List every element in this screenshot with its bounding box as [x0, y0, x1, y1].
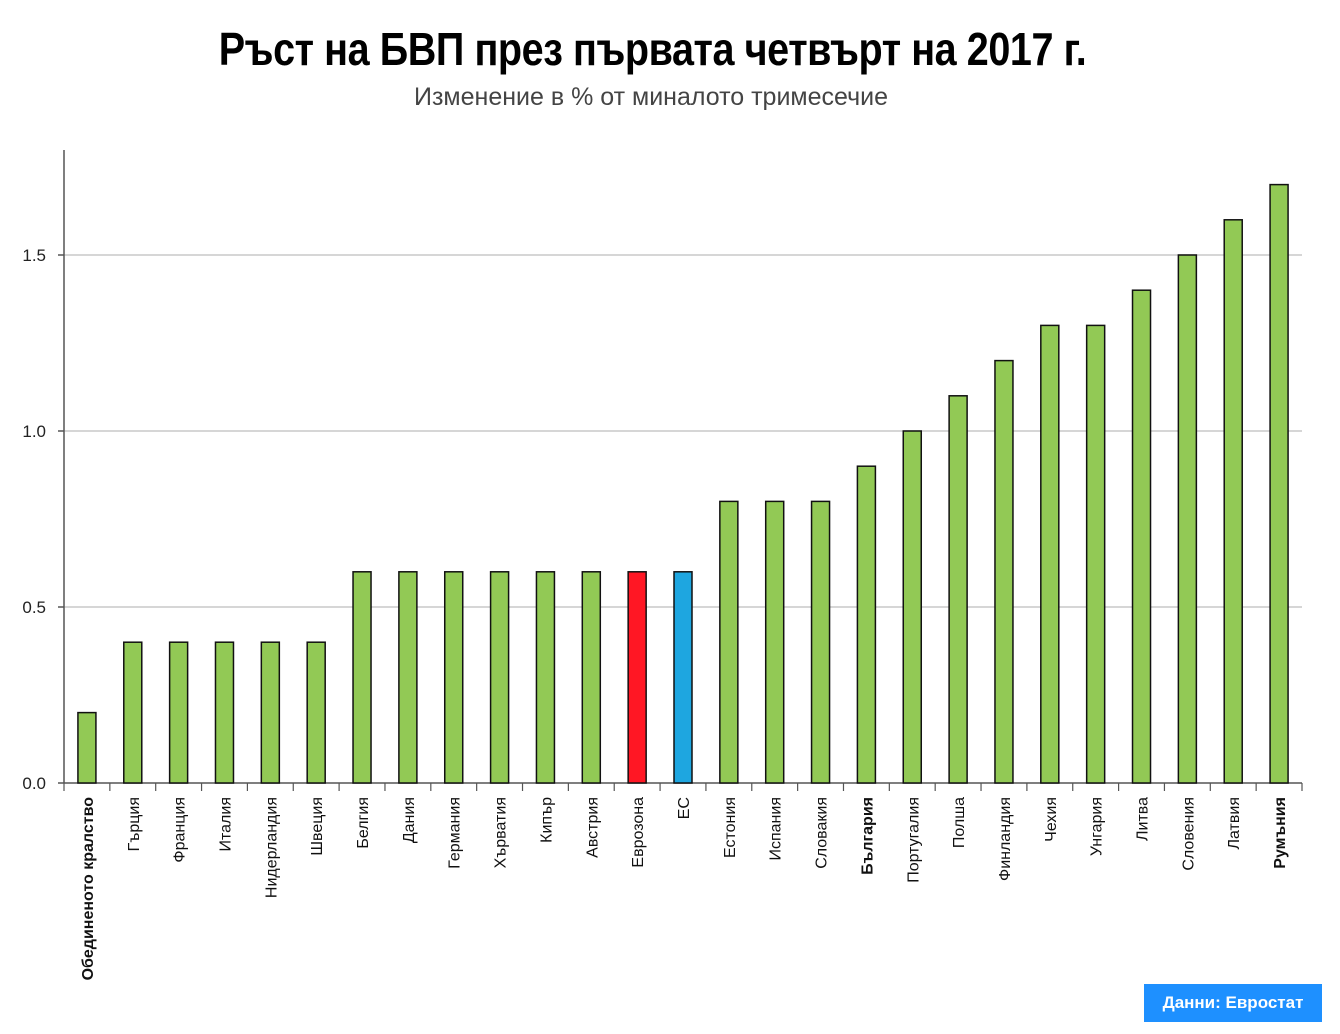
bar: [1040, 324, 1060, 784]
x-tick-label: Словакия: [814, 797, 831, 869]
bar: [123, 641, 143, 784]
x-tick-label: Литва: [1135, 797, 1152, 841]
bar: [581, 571, 602, 784]
y-tick-label: 1.5: [22, 246, 46, 265]
x-tick-label: Естония: [722, 797, 739, 858]
bar: [994, 359, 1014, 784]
y-tick-label: 0.0: [22, 774, 46, 793]
x-tick-label: Нидерландия: [263, 797, 280, 898]
x-tick-label: Обединеното кралство: [80, 797, 97, 981]
x-tick-label: Италия: [217, 797, 234, 851]
x-tick-label: Португалия: [905, 797, 922, 883]
bar: [627, 571, 647, 784]
bar: [214, 641, 235, 784]
x-tick-label: Австрия: [584, 797, 601, 858]
bar: [1131, 289, 1152, 784]
x-tick-label: Полша: [951, 797, 968, 848]
x-tick-label: Словения: [1180, 797, 1197, 871]
chart-title: Ръст на БВП през първата четвърт на 2017…: [218, 23, 1087, 75]
x-tick-label: Дания: [401, 797, 418, 843]
x-tick-label: Хърватия: [493, 797, 510, 868]
x-tick-label: Белгия: [355, 797, 372, 849]
bar: [856, 465, 877, 784]
bar: [719, 500, 739, 784]
chart-subtitle: Изменение в % от миналото тримесечие: [414, 83, 888, 111]
bar: [902, 430, 923, 784]
x-tick-label: Чехия: [1043, 797, 1060, 842]
x-tick-label: Испания: [768, 797, 785, 861]
bar: [673, 571, 693, 784]
x-tick-label: Еврозона: [630, 797, 647, 868]
bar: [398, 571, 418, 784]
bar: [260, 641, 281, 784]
bar: [810, 500, 831, 784]
x-tick-label: Швеция: [309, 797, 326, 856]
x-tick-label: България: [859, 797, 876, 875]
x-tick-label: Румъния: [1272, 797, 1289, 869]
bar: [77, 711, 97, 784]
x-tick-label: Латвия: [1226, 797, 1243, 849]
bar: [306, 641, 326, 784]
x-tick-label: Финландия: [997, 797, 1014, 881]
source-badge: Данни: Евростат: [1144, 984, 1322, 1022]
x-tick-label: Кипър: [538, 797, 555, 843]
bar: [948, 395, 968, 784]
bar: [352, 571, 372, 784]
bar: [168, 641, 189, 784]
y-tick-label: 1.0: [22, 422, 46, 441]
bar: [489, 571, 510, 784]
x-tick-label: Унгария: [1089, 797, 1106, 856]
bar: [1085, 324, 1106, 784]
bar: [1269, 183, 1289, 784]
x-tick-label: ЕС: [676, 797, 693, 819]
x-tick-label: Гърция: [126, 797, 143, 851]
y-tick-label: 0.5: [22, 598, 46, 617]
bar: [443, 571, 464, 784]
bar: [764, 500, 785, 784]
x-tick-label: Франция: [172, 797, 189, 863]
x-tick-label: Германия: [447, 797, 464, 869]
bar: [535, 571, 556, 784]
bar: [1223, 219, 1243, 784]
bar: [1177, 254, 1198, 784]
